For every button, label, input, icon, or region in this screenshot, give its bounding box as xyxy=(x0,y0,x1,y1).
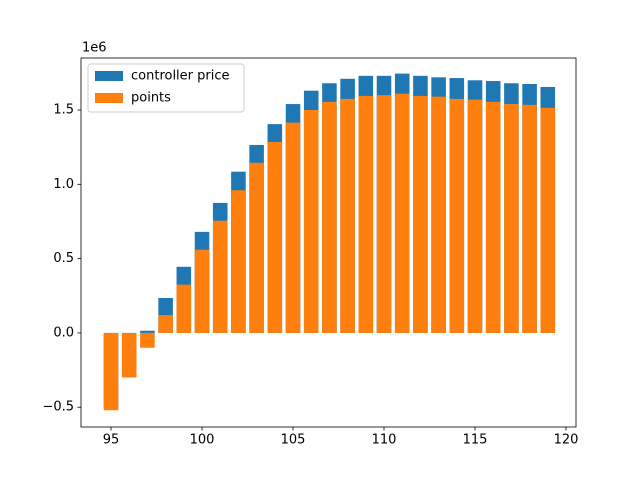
bar xyxy=(504,104,519,333)
x-tick-label: 120 xyxy=(554,433,579,448)
bar xyxy=(485,101,501,333)
legend-swatch xyxy=(95,93,123,103)
bar xyxy=(176,284,192,333)
x-tick-label: 100 xyxy=(190,433,215,448)
bar xyxy=(376,95,392,333)
bar xyxy=(121,332,137,378)
bar xyxy=(103,332,119,411)
y-tick-label: 0.5 xyxy=(53,251,74,266)
x-tick-label: 95 xyxy=(103,433,120,448)
bar xyxy=(212,220,228,333)
bar xyxy=(249,162,264,333)
bar xyxy=(358,95,374,333)
bar xyxy=(140,332,155,348)
bar xyxy=(413,95,428,333)
y-tick-label: 1.0 xyxy=(53,177,74,192)
bar xyxy=(285,122,301,333)
bar xyxy=(394,93,410,333)
bar xyxy=(431,96,446,333)
bar xyxy=(267,141,283,333)
bar xyxy=(194,249,210,333)
x-tick-label: 105 xyxy=(281,433,306,448)
legend-swatch xyxy=(95,71,123,81)
x-tick-label: 110 xyxy=(372,433,397,448)
legend-label: controller price xyxy=(131,69,230,84)
x-tick-label: 115 xyxy=(463,433,488,448)
y-offset-label: 1e6 xyxy=(82,41,107,56)
bar xyxy=(158,315,173,333)
bar xyxy=(322,101,337,333)
bar xyxy=(540,107,556,333)
y-tick-label: 0.0 xyxy=(53,325,74,340)
y-tick-label: −0.5 xyxy=(42,400,74,415)
bar xyxy=(449,98,465,333)
legend-label: points xyxy=(131,91,171,106)
bar xyxy=(340,98,355,333)
bar xyxy=(231,190,246,333)
bar xyxy=(140,330,155,333)
bar xyxy=(467,99,483,333)
bar xyxy=(303,110,319,333)
axes-frame xyxy=(80,57,577,428)
y-tick-label: 1.5 xyxy=(53,103,74,118)
legend-box xyxy=(87,63,245,113)
bar xyxy=(522,104,537,333)
